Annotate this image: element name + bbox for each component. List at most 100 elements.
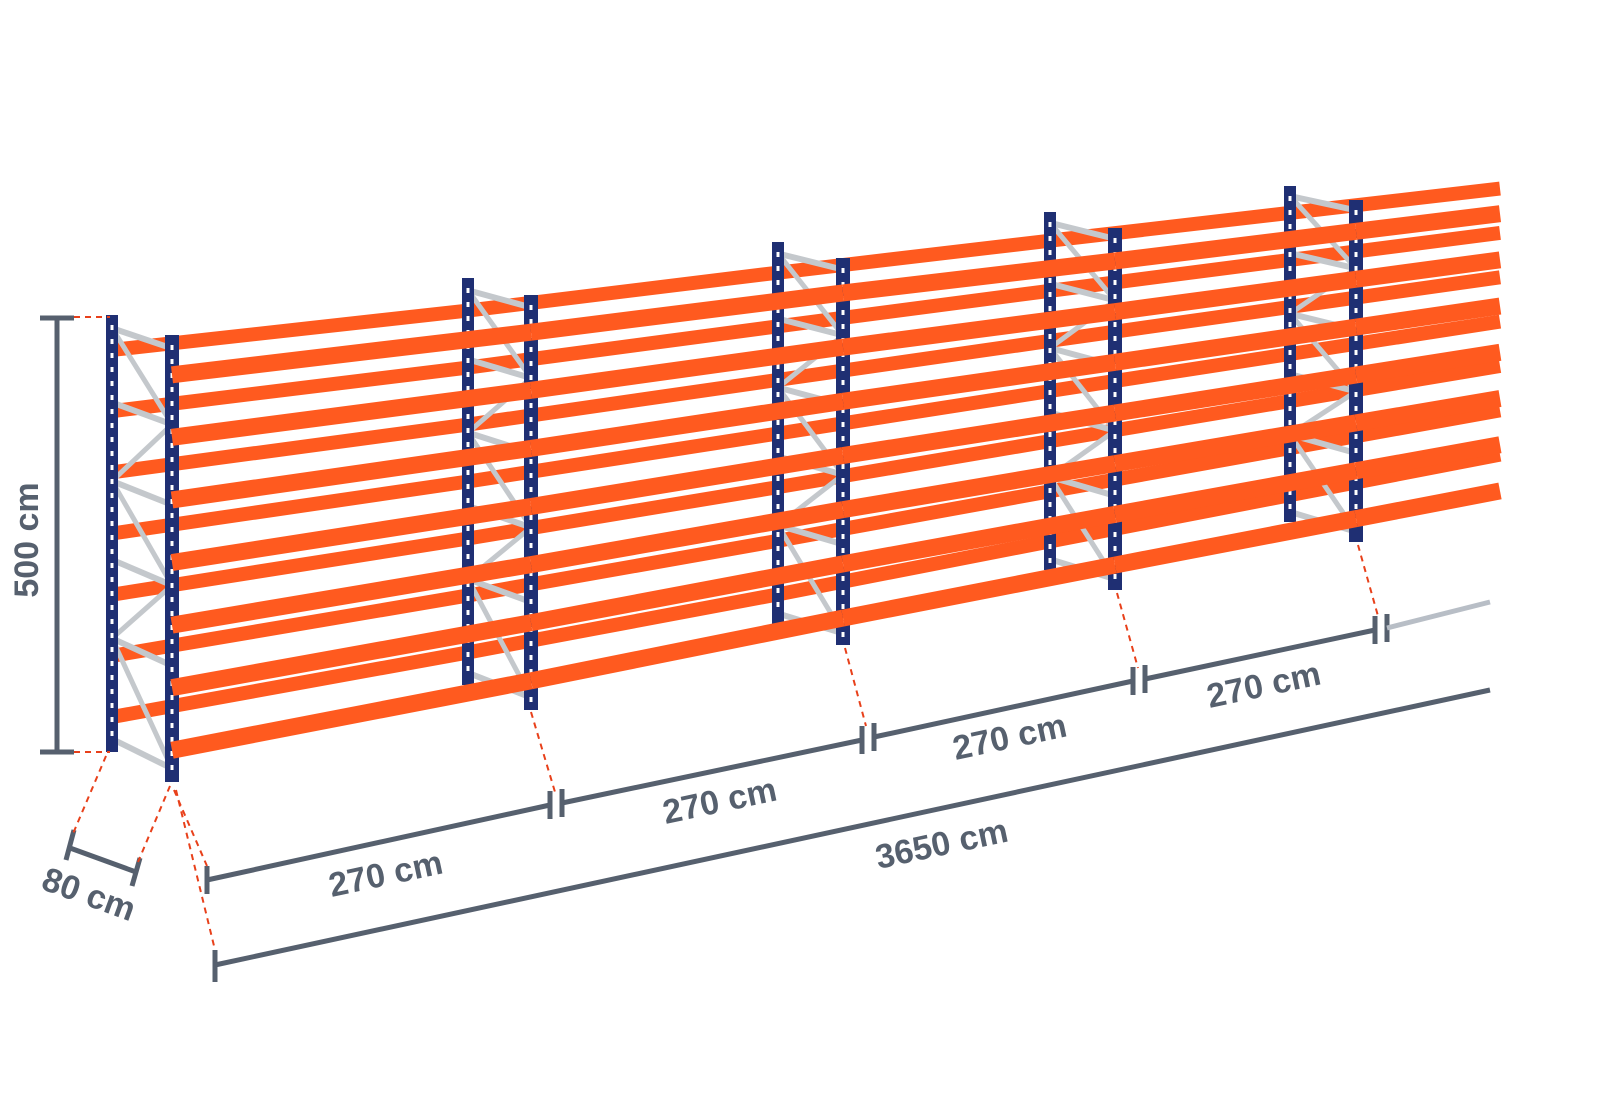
upright-hole — [466, 582, 470, 587]
upright-hole — [110, 479, 114, 484]
diagonal-brace — [110, 583, 174, 641]
total-guide — [175, 789, 216, 951]
upright-hole — [110, 619, 114, 624]
upright-hole — [841, 576, 845, 581]
upright-hole — [776, 364, 780, 369]
upright-hole — [529, 473, 533, 478]
horizontal-brace — [466, 576, 533, 605]
upright-hole — [776, 392, 780, 397]
upright-hole — [1288, 406, 1292, 411]
upright-hole — [1048, 404, 1052, 409]
upright-hole — [170, 765, 174, 770]
dimension-lines — [40, 315, 1491, 982]
upright-hole — [1113, 448, 1117, 453]
upright-hole — [841, 520, 845, 525]
upright-hole — [841, 324, 845, 329]
upright-hole — [1288, 210, 1292, 215]
upright-hole — [466, 652, 470, 657]
upright-hole — [1048, 460, 1052, 465]
upright-hole — [529, 571, 533, 576]
upright-hole — [1113, 546, 1117, 551]
horizontal-brace — [110, 399, 174, 428]
upright-hole — [110, 493, 114, 498]
upright-hole — [1048, 250, 1052, 255]
upright-hole — [1354, 210, 1358, 215]
upright-hole — [110, 605, 114, 610]
upright-hole — [466, 610, 470, 615]
depth-tick — [129, 857, 143, 887]
upright-hole — [529, 543, 533, 548]
upright-hole — [1288, 392, 1292, 397]
upright-hole — [776, 504, 780, 509]
upright-hole — [110, 633, 114, 638]
bay-dimension-continuation — [1386, 599, 1491, 631]
horizontal-brace — [110, 736, 174, 772]
bay-guide — [1116, 592, 1139, 669]
upright-hole — [1288, 420, 1292, 425]
upright-hole — [1048, 502, 1052, 507]
horizontal-brace — [467, 356, 532, 381]
total-length-label: 3650 cm — [872, 812, 1011, 877]
upright-hole — [1113, 378, 1117, 383]
horizontal-brace — [777, 250, 844, 273]
upright-hole — [110, 689, 114, 694]
upright-hole — [170, 695, 174, 700]
upright-hole — [466, 470, 470, 475]
front-beam — [170, 381, 533, 446]
front-beam — [529, 392, 845, 457]
upright-hole — [1354, 434, 1358, 439]
upright-hole — [1288, 490, 1292, 495]
upright-hole — [466, 414, 470, 419]
diagonal-brace — [109, 637, 175, 770]
upright-hole — [1048, 222, 1052, 227]
upright-hole — [1288, 322, 1292, 327]
back-beam — [466, 533, 780, 603]
upright-hole — [1113, 350, 1117, 355]
diagonal-brace — [110, 422, 174, 483]
horizontal-brace — [111, 325, 173, 352]
upright-hole — [1048, 306, 1052, 311]
upright-hole — [1113, 336, 1117, 341]
horizontal-brace — [777, 315, 844, 339]
back-beam — [777, 283, 1051, 334]
front-beam — [170, 614, 533, 697]
upright-hole — [170, 597, 174, 602]
upright-hole — [110, 703, 114, 708]
upright-hole — [1113, 238, 1117, 243]
upright-hole — [1354, 238, 1358, 243]
upright-hole — [841, 268, 845, 273]
front-beam — [841, 353, 1117, 410]
upright-hole — [529, 641, 533, 646]
upright-hole — [1113, 420, 1117, 425]
upright-hole — [170, 345, 174, 350]
bay-dimension-line — [873, 678, 1134, 740]
upright-hole — [110, 381, 114, 386]
upright-hole — [776, 490, 780, 495]
upright-hole — [1113, 532, 1117, 537]
upright-hole — [170, 709, 174, 714]
upright-hole — [110, 577, 114, 582]
upright-hole — [1354, 392, 1358, 397]
upright-hole — [110, 437, 114, 442]
upright-hole — [1048, 544, 1052, 549]
upright-hole — [466, 316, 470, 321]
upright-hole — [776, 322, 780, 327]
upright-hole — [776, 280, 780, 285]
upright-hole — [1354, 504, 1358, 509]
upright-hole — [776, 336, 780, 341]
upright-hole — [841, 422, 845, 427]
upright-hole — [1048, 334, 1052, 339]
upright-hole — [776, 434, 780, 439]
upright-hole — [1113, 574, 1117, 579]
upright-hole — [110, 325, 114, 330]
upright-hole — [1354, 336, 1358, 341]
upright-hole — [1113, 322, 1117, 327]
upright-hole — [170, 387, 174, 392]
upright-hole — [110, 591, 114, 596]
upright-hole — [170, 541, 174, 546]
upright-hole — [466, 288, 470, 293]
front-beam — [170, 672, 533, 759]
back-beam — [466, 480, 780, 546]
upright-hole — [1288, 308, 1292, 313]
